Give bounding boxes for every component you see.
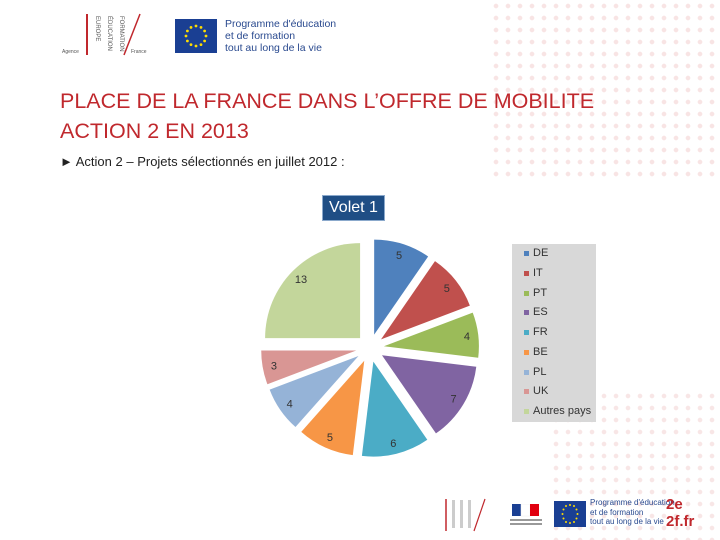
legend-item-fr: FR bbox=[524, 326, 548, 338]
logo-word-2: ÉDUCATION bbox=[106, 16, 113, 51]
footer-2e2f-logo: 2e 2f.fr bbox=[666, 496, 694, 530]
footer-brand-bottom: 2f.fr bbox=[666, 513, 695, 530]
legend-swatch bbox=[524, 250, 529, 256]
legend-item-it: IT bbox=[524, 267, 543, 279]
footer-agence-logo bbox=[445, 498, 486, 532]
pie-slice-es bbox=[381, 355, 477, 434]
pie-slice-pt bbox=[383, 312, 479, 358]
pie-slice-uk bbox=[261, 350, 357, 385]
slide-title-line-1: PLACE DE LA FRANCE DANS L’OFFRE DE MOBIL… bbox=[60, 89, 595, 113]
legend-swatch bbox=[524, 329, 529, 335]
legend-swatch bbox=[524, 388, 529, 394]
chart-legend: DE IT PT ES FR BE PL UK Autres pays bbox=[512, 244, 596, 422]
pie-slice-fr bbox=[361, 361, 428, 457]
footer-logos: Programme d'éducation et de formation to… bbox=[430, 496, 710, 532]
legend-label: FR bbox=[533, 326, 548, 338]
pie-data-label-be: 5 bbox=[327, 432, 333, 444]
legend-label: PT bbox=[533, 287, 548, 299]
legend-label: Autres pays bbox=[533, 405, 592, 417]
logo-right-label: France bbox=[131, 49, 147, 55]
slide-title-line-2: ACTION 2 EN 2013 bbox=[60, 119, 249, 143]
legend-item-es: ES bbox=[524, 306, 548, 318]
decorative-dots-top bbox=[490, 0, 720, 180]
pie-data-label-de: 5 bbox=[396, 250, 402, 262]
eu-program-text: Programme d'éducation et de formation to… bbox=[225, 18, 336, 54]
pie-chart: 5 5 4 7 6 5 4 3 13 bbox=[261, 239, 479, 457]
legend-swatch bbox=[524, 369, 529, 375]
logo-left-label: Agence bbox=[62, 49, 79, 55]
pie-data-label-autres-pays: 13 bbox=[295, 274, 307, 286]
pie-slice-pl bbox=[269, 355, 359, 428]
legend-swatch bbox=[524, 309, 529, 315]
logo-word-3: FORMATION bbox=[118, 16, 124, 52]
slide-title: PLACE DE LA FRANCE DANS L’OFFRE DE MOBIL… bbox=[60, 86, 700, 146]
legend-item-uk: UK bbox=[524, 385, 548, 397]
pie-data-label-it: 5 bbox=[444, 283, 450, 295]
logo-word-1: EUROPE bbox=[94, 16, 100, 41]
eu-program-line-3: tout au long de la vie bbox=[225, 42, 322, 54]
footer-brand-top: 2e bbox=[666, 496, 683, 513]
pie-data-label-pl: 4 bbox=[287, 398, 293, 410]
french-republic-logo bbox=[510, 504, 542, 525]
pie-data-label-fr: 6 bbox=[390, 438, 396, 450]
legend-label: BE bbox=[533, 346, 548, 358]
pie-data-label-pt: 4 bbox=[464, 331, 470, 343]
agence-europe-education-formation-logo: EUROPE ÉDUCATION FORMATION Agence France bbox=[62, 13, 147, 56]
pie-data-label-uk: 3 bbox=[271, 361, 277, 373]
legend-label: ES bbox=[533, 306, 548, 318]
legend-label: UK bbox=[533, 385, 549, 397]
slide-subtitle: ► Action 2 – Projets sélectionnés en jui… bbox=[60, 154, 345, 169]
eu-flag-icon bbox=[175, 19, 217, 53]
eu-program-logo: Programme d'éducation et de formation to… bbox=[175, 18, 336, 54]
eu-stars-icon bbox=[184, 24, 208, 48]
pie-slice-autres-pays bbox=[265, 243, 361, 339]
legend-label: PL bbox=[533, 366, 547, 378]
legend-swatch bbox=[524, 408, 529, 414]
legend-item-pl: PL bbox=[524, 366, 546, 378]
legend-label: DE bbox=[533, 247, 549, 259]
footer-eu-flag-icon bbox=[554, 501, 586, 527]
legend-swatch bbox=[524, 290, 529, 296]
pie-slice-it bbox=[381, 261, 470, 340]
footer-program-line-1: Programme d'éducation bbox=[590, 498, 675, 507]
legend-swatch bbox=[524, 349, 529, 355]
legend-item-pt: PT bbox=[524, 287, 547, 299]
pie-slice-de bbox=[374, 239, 429, 335]
legend-item-autres-pays: Autres pays bbox=[524, 405, 591, 417]
pie-slice-be bbox=[301, 360, 365, 456]
legend-item-de: DE bbox=[524, 247, 548, 259]
legend-item-be: BE bbox=[524, 346, 548, 358]
eu-program-line-2: et de formation bbox=[225, 30, 296, 42]
legend-swatch bbox=[524, 270, 529, 276]
pie-data-label-es: 7 bbox=[450, 393, 456, 405]
footer-program-text: Programme d'éducation et de formation to… bbox=[590, 498, 675, 527]
footer-program-line-3: tout au long de la vie bbox=[590, 517, 664, 526]
eu-program-line-1: Programme d'éducation bbox=[225, 18, 337, 30]
footer-program-line-2: et de formation bbox=[590, 507, 644, 517]
chart-title: Volet 1 bbox=[322, 195, 385, 221]
legend-label: IT bbox=[533, 267, 543, 279]
